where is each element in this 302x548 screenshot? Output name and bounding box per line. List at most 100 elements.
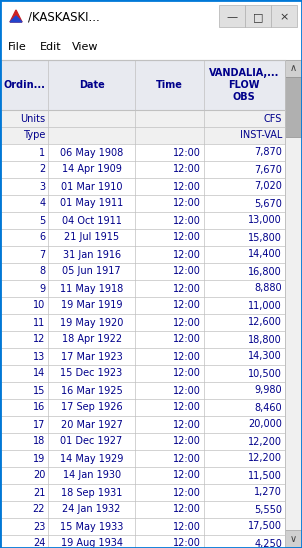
Text: VANDALIA,...
FLOW
OBS: VANDALIA,... FLOW OBS <box>209 68 280 101</box>
Text: 12:00: 12:00 <box>173 351 201 362</box>
Text: 13: 13 <box>33 351 45 362</box>
Text: 10,500: 10,500 <box>248 368 282 379</box>
Text: 15 Dec 1923: 15 Dec 1923 <box>60 368 123 379</box>
Bar <box>1 382 285 399</box>
Text: 12:00: 12:00 <box>173 300 201 311</box>
Bar <box>1 229 285 246</box>
Text: 12:00: 12:00 <box>173 385 201 396</box>
Text: CFS: CFS <box>264 113 282 123</box>
Text: 14 May 1929: 14 May 1929 <box>60 454 123 464</box>
Text: 12:00: 12:00 <box>173 454 201 464</box>
Bar <box>1 1 301 33</box>
Text: Type: Type <box>23 130 45 140</box>
Bar <box>1 348 285 365</box>
Bar <box>1 32 301 60</box>
Polygon shape <box>10 16 22 22</box>
Text: 14 Apr 1909: 14 Apr 1909 <box>62 164 122 174</box>
Bar <box>1 416 285 433</box>
Text: 12:00: 12:00 <box>173 164 201 174</box>
Text: 12:00: 12:00 <box>173 266 201 277</box>
Bar <box>1 484 285 501</box>
Bar <box>1 212 285 229</box>
Bar <box>271 5 297 27</box>
Text: 18 Sep 1931: 18 Sep 1931 <box>61 488 122 498</box>
Text: 12:00: 12:00 <box>173 420 201 430</box>
Text: 12: 12 <box>33 334 45 345</box>
Bar <box>245 5 271 27</box>
Text: 9,980: 9,980 <box>254 385 282 396</box>
Bar <box>1 331 285 348</box>
Text: 01 Mar 1910: 01 Mar 1910 <box>61 181 122 191</box>
Text: Ordin...: Ordin... <box>4 80 46 90</box>
Bar <box>285 77 302 137</box>
Text: 12:00: 12:00 <box>173 539 201 548</box>
Text: ×: × <box>279 12 289 22</box>
Text: 5,670: 5,670 <box>254 198 282 208</box>
Text: File: File <box>8 42 27 52</box>
Polygon shape <box>10 10 22 22</box>
Text: 16: 16 <box>33 402 45 413</box>
Text: 24 Jan 1932: 24 Jan 1932 <box>63 505 121 515</box>
Text: 18,800: 18,800 <box>248 334 282 345</box>
Text: 12,200: 12,200 <box>248 454 282 464</box>
Text: 3: 3 <box>39 181 45 191</box>
Text: 17: 17 <box>33 420 45 430</box>
Text: 19 Mar 1919: 19 Mar 1919 <box>61 300 122 311</box>
Text: 18 Apr 1922: 18 Apr 1922 <box>62 334 122 345</box>
Text: 04 Oct 1911: 04 Oct 1911 <box>62 215 122 225</box>
Text: 12:00: 12:00 <box>173 505 201 515</box>
Bar <box>1 144 285 161</box>
Bar <box>1 195 285 212</box>
Text: 19: 19 <box>33 454 45 464</box>
Text: 6: 6 <box>39 232 45 243</box>
Bar <box>1 297 285 314</box>
Text: 11,000: 11,000 <box>248 300 282 311</box>
Text: 20 Mar 1927: 20 Mar 1927 <box>61 420 123 430</box>
Text: 01 May 1911: 01 May 1911 <box>60 198 123 208</box>
Text: 4,250: 4,250 <box>254 539 282 548</box>
Text: 01 Dec 1927: 01 Dec 1927 <box>60 437 123 447</box>
Text: 14,400: 14,400 <box>248 249 282 260</box>
Text: 2: 2 <box>39 164 45 174</box>
Text: 12:00: 12:00 <box>173 522 201 532</box>
Text: 24: 24 <box>33 539 45 548</box>
Text: 17 Sep 1926: 17 Sep 1926 <box>61 402 122 413</box>
Bar <box>1 263 285 280</box>
Text: 19 May 1920: 19 May 1920 <box>60 317 123 328</box>
Bar <box>1 60 285 110</box>
Text: 5: 5 <box>39 215 45 225</box>
Text: 12:00: 12:00 <box>173 283 201 294</box>
Bar <box>1 178 285 195</box>
Text: Time: Time <box>156 80 183 90</box>
Text: 22: 22 <box>33 505 45 515</box>
Bar <box>1 518 285 535</box>
Text: 23: 23 <box>33 522 45 532</box>
Text: Edit: Edit <box>40 42 62 52</box>
Text: 12,200: 12,200 <box>248 437 282 447</box>
Bar <box>1 365 285 382</box>
Bar <box>285 530 302 547</box>
Bar <box>1 110 285 127</box>
Text: 12:00: 12:00 <box>173 317 201 328</box>
Text: 8: 8 <box>39 266 45 277</box>
Text: 10: 10 <box>33 300 45 311</box>
Text: 12,600: 12,600 <box>248 317 282 328</box>
Text: INST-VAL: INST-VAL <box>239 130 282 140</box>
Text: 06 May 1908: 06 May 1908 <box>60 147 123 157</box>
Text: 14 Jan 1930: 14 Jan 1930 <box>63 471 121 481</box>
Text: 11,500: 11,500 <box>248 471 282 481</box>
Text: 12:00: 12:00 <box>173 334 201 345</box>
Bar <box>1 280 285 297</box>
Text: 21: 21 <box>33 488 45 498</box>
Text: 12:00: 12:00 <box>173 368 201 379</box>
Text: 15,800: 15,800 <box>248 232 282 243</box>
Bar <box>1 467 285 484</box>
Text: 7,020: 7,020 <box>254 181 282 191</box>
Text: Units: Units <box>20 113 45 123</box>
Text: 12:00: 12:00 <box>173 488 201 498</box>
Text: 21 Jul 1915: 21 Jul 1915 <box>64 232 119 243</box>
Bar <box>1 535 285 548</box>
Bar <box>1 501 285 518</box>
Text: 7,670: 7,670 <box>254 164 282 174</box>
Bar <box>1 246 285 263</box>
